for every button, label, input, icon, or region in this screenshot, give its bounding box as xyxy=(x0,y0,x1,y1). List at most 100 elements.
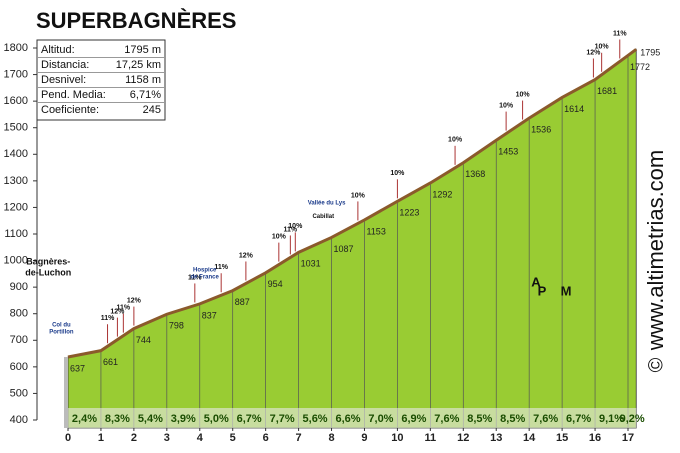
y-tick-label: 500 xyxy=(10,387,28,399)
gradient-label: 7,6% xyxy=(434,413,459,425)
chart-title: SUPERBAGNÈRES xyxy=(36,8,236,33)
annotation: 11% xyxy=(284,226,298,233)
y-tick-label: 1100 xyxy=(4,228,28,240)
elevation-label: 1292 xyxy=(432,189,452,199)
annotation: 10% xyxy=(595,44,610,51)
elevation-label: 1536 xyxy=(531,125,551,135)
elevation-label: 1795 xyxy=(640,48,660,58)
annotation: 11% xyxy=(117,304,131,311)
gradient-label: 5,6% xyxy=(303,413,328,425)
info-value: 245 xyxy=(143,104,161,116)
gradient-label: 7,0% xyxy=(368,413,393,425)
info-box xyxy=(36,39,166,121)
annotation: 10% xyxy=(351,192,366,199)
profile-line xyxy=(67,48,638,359)
x-tick-label: 12 xyxy=(457,432,469,444)
elevation-label: 1368 xyxy=(465,169,485,179)
place-label: Col du xyxy=(52,323,71,329)
annotation: 12% xyxy=(127,297,142,304)
gradient-label: 6,9% xyxy=(401,413,426,425)
annotation: 12% xyxy=(239,252,254,259)
info-label: Pend. Media: xyxy=(41,89,106,101)
elevation-label: 798 xyxy=(169,321,184,331)
x-tick-label: 15 xyxy=(556,432,568,444)
gradient-label: 3,9% xyxy=(171,413,196,425)
place-label: Portillon xyxy=(49,330,74,336)
place-label: de-Luchon xyxy=(25,267,71,277)
elevation-label: 954 xyxy=(268,279,283,289)
elevation-label: 1453 xyxy=(498,147,518,157)
info-label: Desnivel: xyxy=(41,74,86,86)
gradient-label: 7,6% xyxy=(533,413,558,425)
place-label: Hospice xyxy=(193,267,217,273)
elevation-label: 1223 xyxy=(399,208,419,218)
gradient-band xyxy=(68,408,637,428)
x-tick-label: 5 xyxy=(230,432,236,444)
x-tick-label: 7 xyxy=(296,432,302,444)
elevation-label: 1681 xyxy=(597,86,617,96)
y-tick-label: 1800 xyxy=(4,42,28,54)
copyright: © xyxy=(645,357,667,372)
annotation: 11% xyxy=(188,274,202,281)
gradient-label: 2,4% xyxy=(72,413,97,425)
elevation-label: 1153 xyxy=(366,226,385,236)
info-label: Altitud: xyxy=(41,44,75,56)
elevation-label: 637 xyxy=(70,363,85,373)
elevation-label: 1087 xyxy=(334,244,354,254)
logo-letter: M xyxy=(561,283,572,298)
start-wall xyxy=(64,357,68,428)
y-tick-label: 600 xyxy=(10,361,28,373)
y-tick-label: 800 xyxy=(10,308,28,320)
gradient-label: 9,2% xyxy=(620,413,645,425)
x-tick-label: 8 xyxy=(328,432,334,444)
logo-letter: P xyxy=(538,283,547,298)
gradient-label: 5,4% xyxy=(138,413,163,425)
y-tick-label: 1200 xyxy=(4,201,28,213)
x-tick-label: 9 xyxy=(361,432,367,444)
y-tick-label: 700 xyxy=(10,334,28,346)
x-tick-label: 17 xyxy=(622,432,634,444)
y-tick-label: 1600 xyxy=(4,95,28,107)
place-label: de France xyxy=(191,274,220,280)
x-tick-label: 13 xyxy=(490,432,502,444)
logo-letter: A xyxy=(531,274,541,289)
info-label: Coeficiente: xyxy=(41,104,99,116)
info-value: 1795 m xyxy=(124,44,161,56)
gradient-label: 8,5% xyxy=(500,413,525,425)
x-tick-label: 2 xyxy=(131,432,137,444)
elevation-label: 744 xyxy=(136,335,151,345)
x-tick-label: 4 xyxy=(197,432,204,444)
x-tick-label: 16 xyxy=(589,432,601,444)
gradient-label: 7,7% xyxy=(270,413,295,425)
x-tick-label: 11 xyxy=(425,432,437,444)
elevation-label: 837 xyxy=(202,310,217,320)
annotation: 10% xyxy=(499,102,514,109)
elevation-label: 1772 xyxy=(630,62,650,72)
place-label: Bagnères- xyxy=(26,256,70,266)
elevation-label: 887 xyxy=(235,297,250,307)
y-tick-label: 1300 xyxy=(4,175,28,187)
y-tick-label: 1700 xyxy=(4,68,28,80)
watermark: www.altimetrias.com xyxy=(643,150,668,351)
y-tick-label: 1000 xyxy=(4,254,28,266)
info-value: 6,71% xyxy=(130,89,161,101)
elevation-label: 1614 xyxy=(564,104,584,114)
x-tick-label: 14 xyxy=(523,432,536,444)
gradient-label: 6,6% xyxy=(335,413,360,425)
place-label: Cabillat xyxy=(312,214,334,220)
x-tick-label: 0 xyxy=(65,432,71,444)
info-label: Distancia: xyxy=(41,59,89,71)
annotation: 10% xyxy=(272,233,287,240)
gradient-label: 8,3% xyxy=(105,413,130,425)
y-tick-label: 1500 xyxy=(4,122,28,134)
annotation: 12% xyxy=(110,308,125,315)
info-value: 1158 m xyxy=(125,74,161,86)
gradient-label: 5,0% xyxy=(204,413,229,425)
gradient-label: 6,7% xyxy=(566,413,591,425)
info-value: 17,25 km xyxy=(116,59,161,71)
x-tick-label: 1 xyxy=(98,432,104,444)
annotation: 10% xyxy=(448,137,463,144)
gradient-label: 8,5% xyxy=(467,413,492,425)
annotation: 11% xyxy=(613,30,627,37)
annotation: 10% xyxy=(288,223,303,230)
